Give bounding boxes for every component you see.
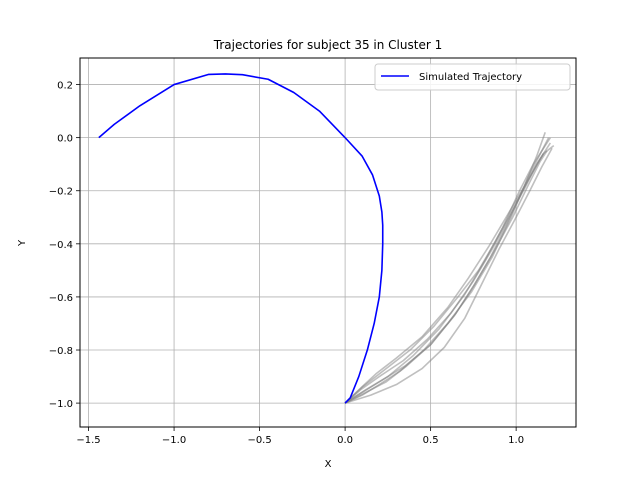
legend-label-simulated: Simulated Trajectory: [419, 72, 522, 83]
y-tick-label: 0.2: [57, 81, 73, 92]
observed-trajectories: [344, 132, 555, 404]
x-tick-label: 0.0: [337, 435, 353, 446]
chart-title: Trajectories for subject 35 in Cluster 1: [213, 38, 442, 52]
x-tick-label: −1.5: [76, 435, 100, 446]
observed-trajectory-line: [344, 150, 548, 404]
observed-trajectory-line: [344, 153, 545, 404]
y-tick-label: 0.0: [57, 134, 73, 145]
x-tick-label: −1.0: [162, 435, 186, 446]
simulated-trajectory-line: [98, 73, 384, 404]
x-axis: −1.5 −1.0 −0.5 0.0 0.5 1.0: [76, 427, 524, 446]
x-axis-label: X: [325, 459, 332, 470]
x-tick-label: −0.5: [247, 435, 271, 446]
legend: Simulated Trajectory: [374, 63, 571, 91]
plot-frame: [79, 57, 577, 428]
y-tick-label: −0.4: [49, 240, 73, 251]
x-tick-label: 1.0: [508, 435, 524, 446]
y-tick-label: −1.0: [49, 399, 73, 410]
y-tick-label: −0.6: [49, 293, 73, 304]
y-axis: −1.0 −0.8 −0.6 −0.4 −0.2 0.0 0.2: [49, 81, 80, 410]
y-axis-label: Y: [17, 239, 28, 247]
y-tick-label: −0.8: [49, 346, 73, 357]
observed-trajectory-line: [344, 147, 553, 404]
x-tick-label: 0.5: [423, 435, 439, 446]
y-tick-label: −0.2: [49, 187, 73, 198]
simulated-trajectories: [98, 73, 384, 404]
legend-box: [374, 63, 571, 91]
